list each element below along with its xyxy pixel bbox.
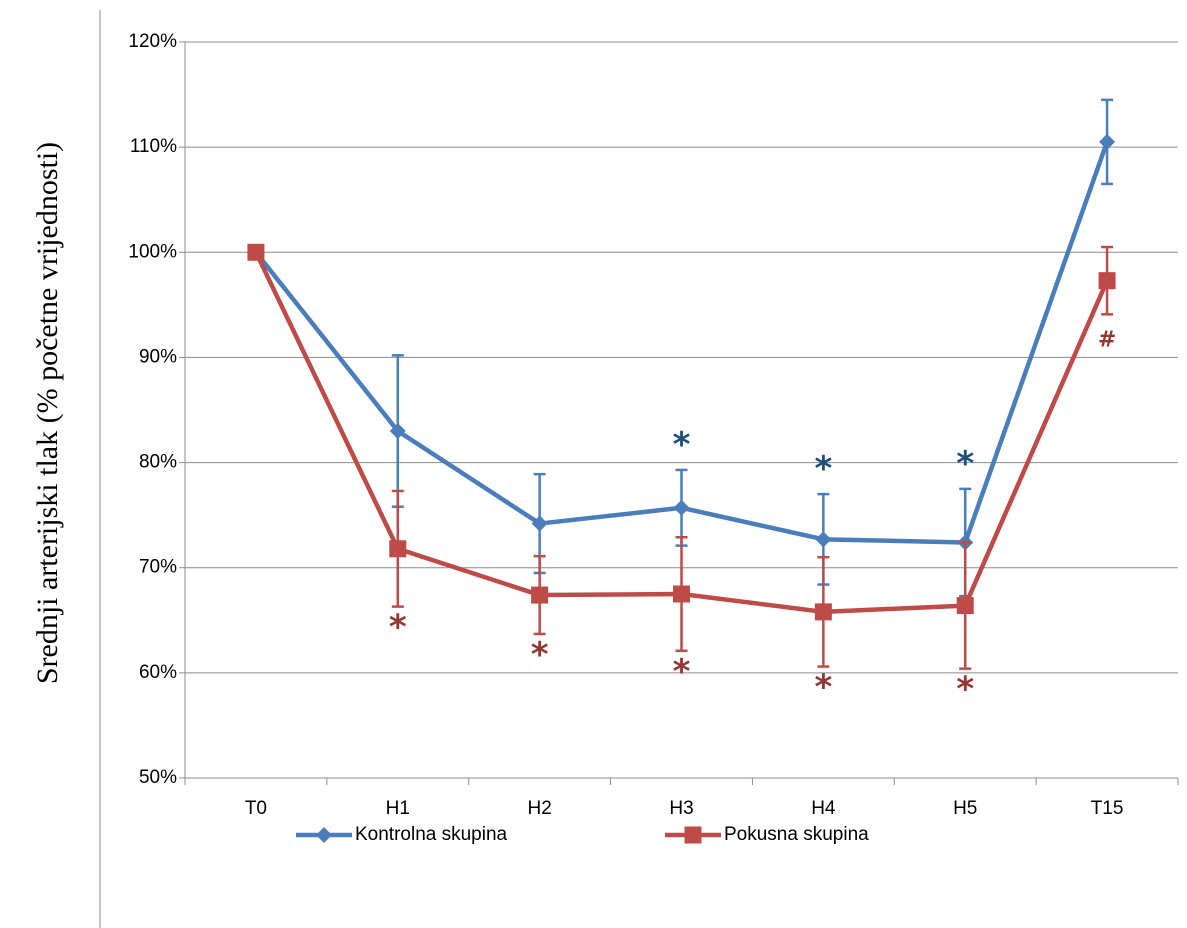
diamond-marker-icon xyxy=(316,827,332,843)
significance-asterisk: * xyxy=(814,668,832,708)
y-tick-label: 50% xyxy=(139,767,177,788)
y-tick-label: 110% xyxy=(130,136,177,157)
data-point xyxy=(389,540,407,558)
y-tick-label: 80% xyxy=(139,452,177,473)
data-point xyxy=(673,585,690,603)
significance-asterisk: * xyxy=(673,425,691,465)
axes xyxy=(179,41,1179,785)
legend-item: Kontrolna skupina xyxy=(296,824,508,845)
series-kontrolna: * * * xyxy=(247,98,1116,598)
y-tick-label: 60% xyxy=(139,662,177,683)
x-tick-label: H3 xyxy=(669,798,693,819)
significance-asterisk: * xyxy=(673,652,691,692)
plot-area: * * * * * * * * # xyxy=(247,98,1116,710)
data-point xyxy=(815,531,832,548)
significance-asterisk: * xyxy=(814,449,832,489)
data-point xyxy=(814,603,832,621)
data-point xyxy=(673,499,690,516)
x-tick-label: T15 xyxy=(1091,798,1124,819)
data-point xyxy=(1099,133,1116,150)
x-tick-label: H2 xyxy=(527,798,551,819)
data-point xyxy=(956,597,974,615)
series-pokusna: * * * * * # xyxy=(247,243,1116,710)
legend: Kontrolna skupina Pokusna skupina xyxy=(296,824,869,845)
tick-labels: 50% 60% 70% 80% 90% 100% 110% 120% T0 H1 H2 H3 H4 H5 T… xyxy=(128,31,1123,819)
x-tick-label: H5 xyxy=(953,798,977,819)
significance-asterisk: * xyxy=(956,670,974,710)
legend-item: Pokusna skupina xyxy=(665,824,869,845)
legend-label: Pokusna skupina xyxy=(724,824,869,845)
y-axis-label: Srednji arterijski tlak (% početne vrije… xyxy=(31,142,64,684)
significance-hash: # xyxy=(1098,327,1116,352)
y-tick-label: 120% xyxy=(128,31,177,52)
x-tick-label: H1 xyxy=(386,798,410,819)
data-point xyxy=(247,243,265,261)
y-tick-label: 70% xyxy=(139,557,177,578)
legend-label: Kontrolna skupina xyxy=(355,824,508,845)
data-point xyxy=(531,586,549,604)
y-tick-label: 90% xyxy=(139,346,177,367)
x-tick-label: H4 xyxy=(811,798,836,819)
significance-asterisk: * xyxy=(531,635,549,675)
y-tick-label: 100% xyxy=(128,241,177,262)
data-point xyxy=(1098,272,1116,290)
significance-asterisk: * xyxy=(956,444,974,484)
x-tick-label: T0 xyxy=(245,798,267,819)
data-point xyxy=(389,423,406,440)
square-marker-icon xyxy=(684,826,702,844)
significance-asterisk: * xyxy=(389,608,407,648)
data-point xyxy=(531,515,548,532)
